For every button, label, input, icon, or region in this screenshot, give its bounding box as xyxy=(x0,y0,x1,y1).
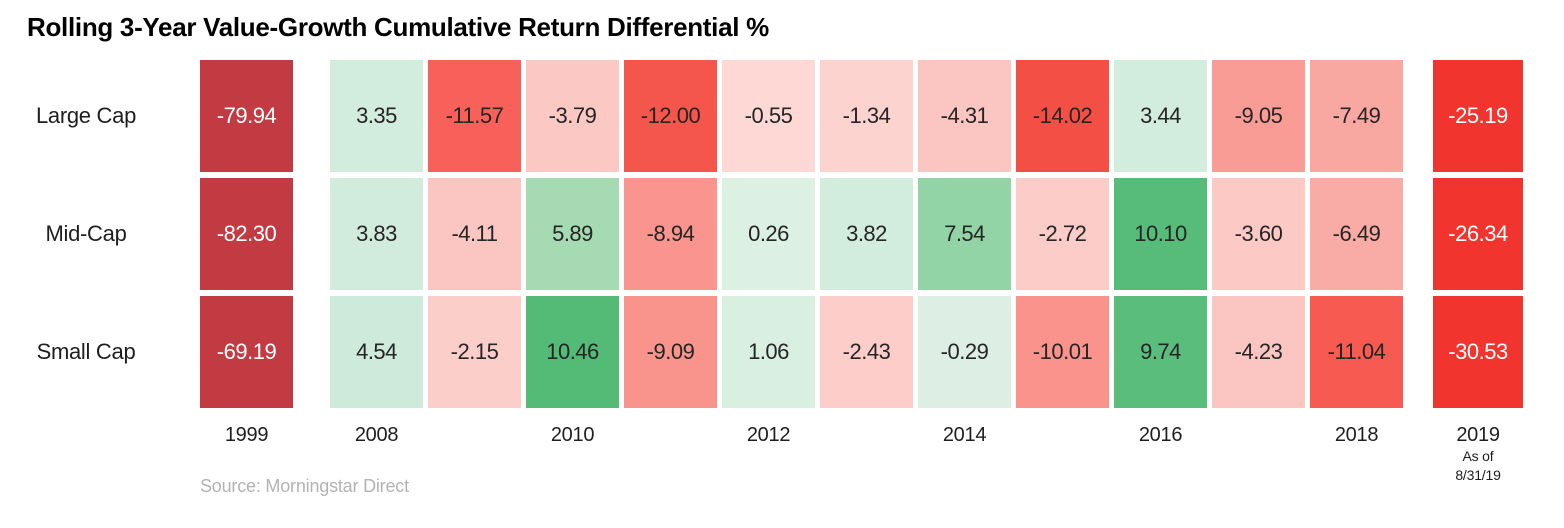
heatmap-cell: 5.89 xyxy=(526,178,619,290)
heatmap-cell: -14.02 xyxy=(1016,60,1109,172)
year-axis: 1999 2008 2010 2012 2014 2016 2018 2019 As of 8/3… xyxy=(0,424,1564,483)
heatmap-cell: -2.43 xyxy=(820,296,913,408)
heatmap-cell: -0.29 xyxy=(918,296,1011,408)
year-label: 2012 xyxy=(746,424,791,446)
heatmap-cell: -3.60 xyxy=(1212,178,1305,290)
heatmap-cell: -82.30 xyxy=(200,178,293,290)
year-label: 2008 xyxy=(354,424,399,446)
heatmap-cell: -25.19 xyxy=(1433,60,1523,172)
asof-note: As of 8/31/19 xyxy=(1433,447,1523,485)
year-axis-mid: 2008 2010 2012 2014 2016 2018 xyxy=(330,424,1403,458)
heatmap-row: Large Cap -79.94 3.35 -11.57 -3.79 -12.00 -0.5… xyxy=(0,60,1564,172)
year-label: 2016 xyxy=(1138,424,1183,446)
heatmap: Large Cap -79.94 3.35 -11.57 -3.79 -12.00 -0.5… xyxy=(0,60,1564,408)
heatmap-cell: -9.09 xyxy=(624,296,717,408)
year-label: 2018 xyxy=(1334,424,1379,446)
heatmap-cell: 9.74 xyxy=(1114,296,1207,408)
heatmap-cell: -9.05 xyxy=(1212,60,1305,172)
year-label xyxy=(820,424,913,458)
chart-title: Rolling 3-Year Value-Growth Cumulative R… xyxy=(27,12,769,42)
year-label: 1999 xyxy=(224,424,269,446)
heatmap-mid-columns: 3.35 -11.57 -3.79 -12.00 -0.55 -1.34 -4.31 -14.… xyxy=(330,60,1403,172)
source-note: Source: Morningstar Direct xyxy=(200,476,409,496)
heatmap-cell: 3.44 xyxy=(1114,60,1207,172)
year-label xyxy=(1016,424,1109,458)
heatmap-mid-columns: 3.83 -4.11 5.89 -8.94 0.26 3.82 7.54 -2.72 10.10… xyxy=(330,178,1403,290)
year-label: 2010 xyxy=(550,424,595,446)
row-label: Small Cap xyxy=(36,339,136,364)
heatmap-cell: -2.72 xyxy=(1016,178,1109,290)
row-label: Mid-Cap xyxy=(45,221,127,246)
heatmap-cell: -11.57 xyxy=(428,60,521,172)
heatmap-cell: -10.01 xyxy=(1016,296,1109,408)
heatmap-cell: -79.94 xyxy=(200,60,293,172)
heatmap-cell: 4.54 xyxy=(330,296,423,408)
heatmap-cell: -2.15 xyxy=(428,296,521,408)
heatmap-cell: -11.04 xyxy=(1310,296,1403,408)
heatmap-cell: -0.55 xyxy=(722,60,815,172)
heatmap-mid-columns: 4.54 -2.15 10.46 -9.09 1.06 -2.43 -0.29 -10.01 9… xyxy=(330,296,1403,408)
heatmap-cell: -3.79 xyxy=(526,60,619,172)
heatmap-cell: 10.10 xyxy=(1114,178,1207,290)
heatmap-cell: 0.26 xyxy=(722,178,815,290)
heatmap-cell: -4.11 xyxy=(428,178,521,290)
year-label xyxy=(624,424,717,458)
heatmap-cell: -12.00 xyxy=(624,60,717,172)
year-label xyxy=(428,424,521,458)
heatmap-cell: 7.54 xyxy=(918,178,1011,290)
heatmap-cell: -4.31 xyxy=(918,60,1011,172)
heatmap-cell: 3.83 xyxy=(330,178,423,290)
heatmap-cell: 1.06 xyxy=(722,296,815,408)
heatmap-cell: -4.23 xyxy=(1212,296,1305,408)
heatmap-cell: -6.49 xyxy=(1310,178,1403,290)
row-label: Large Cap xyxy=(35,103,137,128)
heatmap-row: Mid-Cap -82.30 3.83 -4.11 5.89 -8.94 0.26 3.82 7… xyxy=(0,178,1564,290)
heatmap-cell: -26.34 xyxy=(1433,178,1523,290)
heatmap-cell: 10.46 xyxy=(526,296,619,408)
heatmap-cell: -69.19 xyxy=(200,296,293,408)
heatmap-cell: -30.53 xyxy=(1433,296,1523,408)
heatmap-cell: -1.34 xyxy=(820,60,913,172)
year-axis-spacer xyxy=(0,424,200,458)
heatmap-cell: 3.82 xyxy=(820,178,913,290)
heatmap-cell: 3.35 xyxy=(330,60,423,172)
heatmap-cell: -7.49 xyxy=(1310,60,1403,172)
year-label xyxy=(1212,424,1305,458)
asof-line: 8/31/19 xyxy=(1455,466,1501,483)
heatmap-row: Small Cap -69.19 4.54 -2.15 10.46 -9.09 1.06 -2… xyxy=(0,296,1564,408)
heatmap-cell: -8.94 xyxy=(624,178,717,290)
year-label: 2019 As of 8/31/19 xyxy=(1433,424,1523,483)
asof-line: As of xyxy=(1462,448,1494,464)
year-label: 2014 xyxy=(942,424,987,446)
